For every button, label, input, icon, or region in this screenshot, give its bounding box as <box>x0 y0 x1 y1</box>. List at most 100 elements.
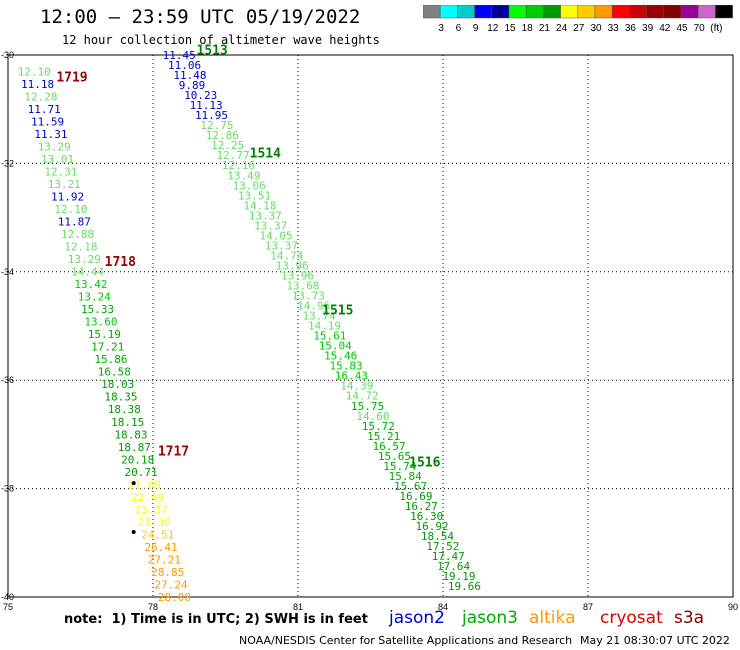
x-tick-label: 75 <box>3 602 13 610</box>
swh-value: 19.19 <box>442 570 475 583</box>
swh-value: 20.18 <box>121 453 154 466</box>
swh-value: 15.86 <box>94 353 127 366</box>
swh-value: 12.86 <box>206 129 239 142</box>
pass-label: 1515 <box>322 304 353 319</box>
colorbar-label: 33 <box>608 23 620 33</box>
swh-value: 23.37 <box>134 503 167 516</box>
y-tick-label: -34 <box>1 267 14 277</box>
swh-value: 18.38 <box>108 403 141 416</box>
swh-value: 13.21 <box>48 178 81 191</box>
colorbar-label: 39 <box>642 23 654 33</box>
colorbar-label: (ft) <box>710 23 722 33</box>
swh-value: 13.68 <box>286 280 319 293</box>
swh-value: 26.41 <box>144 541 177 554</box>
swh-value: 18.03 <box>101 378 134 391</box>
swh-value: 14.74 <box>270 249 303 262</box>
chart-subtitle: 12 hour collection of altimeter wave hei… <box>62 33 380 47</box>
pass-label: 1514 <box>250 147 281 162</box>
swh-value: 28.85 <box>151 566 184 579</box>
swh-value: 14.19 <box>308 320 341 333</box>
legend-s3a: s3a <box>674 608 705 628</box>
swh-value: 17.21 <box>91 341 124 354</box>
colorbar-label: 30 <box>590 23 602 33</box>
swh-value: 15.84 <box>389 470 422 483</box>
swh-value: 11.06 <box>168 59 201 72</box>
x-tick-label: 81 <box>293 602 303 610</box>
pass-label: 1717 <box>158 445 189 460</box>
swh-value: 12.88 <box>61 228 94 241</box>
swh-value: 15.19 <box>88 328 121 341</box>
pass-label: 1513 <box>197 44 228 59</box>
pass-label: 1516 <box>409 456 440 471</box>
legend-cryosat: cryosat <box>600 608 663 628</box>
swh-value: 18.83 <box>114 428 147 441</box>
swh-value: 12.10 <box>54 203 87 216</box>
colorbar-swatch <box>715 5 733 19</box>
swh-value: 11.87 <box>58 215 91 228</box>
swh-value: 20.71 <box>124 466 157 479</box>
swh-value: 13.29 <box>38 140 71 153</box>
y-tick-label: -30 <box>1 50 14 60</box>
colorbar-label: 6 <box>456 23 462 33</box>
swh-value: 12.77 <box>216 149 249 162</box>
swh-value: 12.75 <box>200 119 233 132</box>
swh-value: 18.87 <box>118 441 151 454</box>
y-tick-label: -38 <box>1 484 14 494</box>
swh-value: 13.51 <box>238 189 271 202</box>
swh-value: 17.52 <box>426 540 459 553</box>
colorbar-label: 70 <box>694 23 706 33</box>
swh-value: 14.44 <box>71 266 104 279</box>
swh-value: 13.37 <box>265 239 298 252</box>
swh-value: 16.30 <box>410 510 443 523</box>
swh-value: 28.00 <box>158 591 191 604</box>
swh-value: 11.18 <box>21 78 54 91</box>
swh-value: 16.27 <box>405 500 438 513</box>
colorbar-label: 15 <box>504 23 516 33</box>
swh-value: 16.69 <box>399 490 432 503</box>
chart-title: 12:00 — 23:59 UTC 05/19/2022 <box>40 6 361 28</box>
colorbar-label: 27 <box>573 23 585 33</box>
swh-value: 13.01 <box>41 153 74 166</box>
swh-value: 18.15 <box>111 416 144 429</box>
colorbar-label: 24 <box>556 23 568 33</box>
swh-value: 15.46 <box>324 350 357 363</box>
colorbar-label: 9 <box>473 23 479 33</box>
pass-label: 1719 <box>56 71 87 86</box>
colorbar-label: 42 <box>659 23 671 33</box>
y-tick-label: -36 <box>1 375 14 385</box>
swh-value: 11.95 <box>195 109 228 122</box>
swh-value: 15.75 <box>351 400 384 413</box>
swh-value: 14.96 <box>297 300 330 313</box>
swh-value: 13.96 <box>281 269 314 282</box>
plot-frame <box>7 54 734 598</box>
colorbar-label: 18 <box>522 23 534 33</box>
swh-value: 22.49 <box>131 491 164 504</box>
swh-value: 15.21 <box>367 430 400 443</box>
swh-value: 13.29 <box>68 253 101 266</box>
swh-value: 13.73 <box>292 290 325 303</box>
swh-value: 27.24 <box>154 578 187 591</box>
swh-value: 18.35 <box>104 391 137 404</box>
colorbar-label: 36 <box>625 23 637 33</box>
colorbar-label: 3 <box>438 23 444 33</box>
swh-value: 19.66 <box>448 580 481 593</box>
swh-value: 11.71 <box>28 103 61 116</box>
swh-value: 12.16 <box>222 159 255 172</box>
legend-jason2: jason2 <box>389 608 445 628</box>
colorbar-label: 12 <box>487 23 499 33</box>
swh-value: 12.18 <box>64 241 97 254</box>
legend-jason3: jason3 <box>462 608 518 628</box>
swh-value: 14.39 <box>340 380 373 393</box>
swh-value: 14.05 <box>260 229 293 242</box>
swh-value: 11.48 <box>173 69 206 82</box>
swh-value: 21.36 <box>138 516 171 529</box>
swh-value: 13.42 <box>74 278 107 291</box>
track-marker <box>131 481 136 486</box>
x-tick-label: 87 <box>583 602 593 610</box>
wave-height-plot: 75 78 81 84 87 90-30-32-34-36-38-4012.1011.18… <box>1 44 738 610</box>
swh-value: 11.59 <box>31 115 64 128</box>
swh-value: 16.92 <box>416 520 449 533</box>
swh-value: 24.51 <box>141 528 174 541</box>
swh-value: 13.37 <box>254 219 287 232</box>
y-tick-label: -40 <box>1 592 14 602</box>
